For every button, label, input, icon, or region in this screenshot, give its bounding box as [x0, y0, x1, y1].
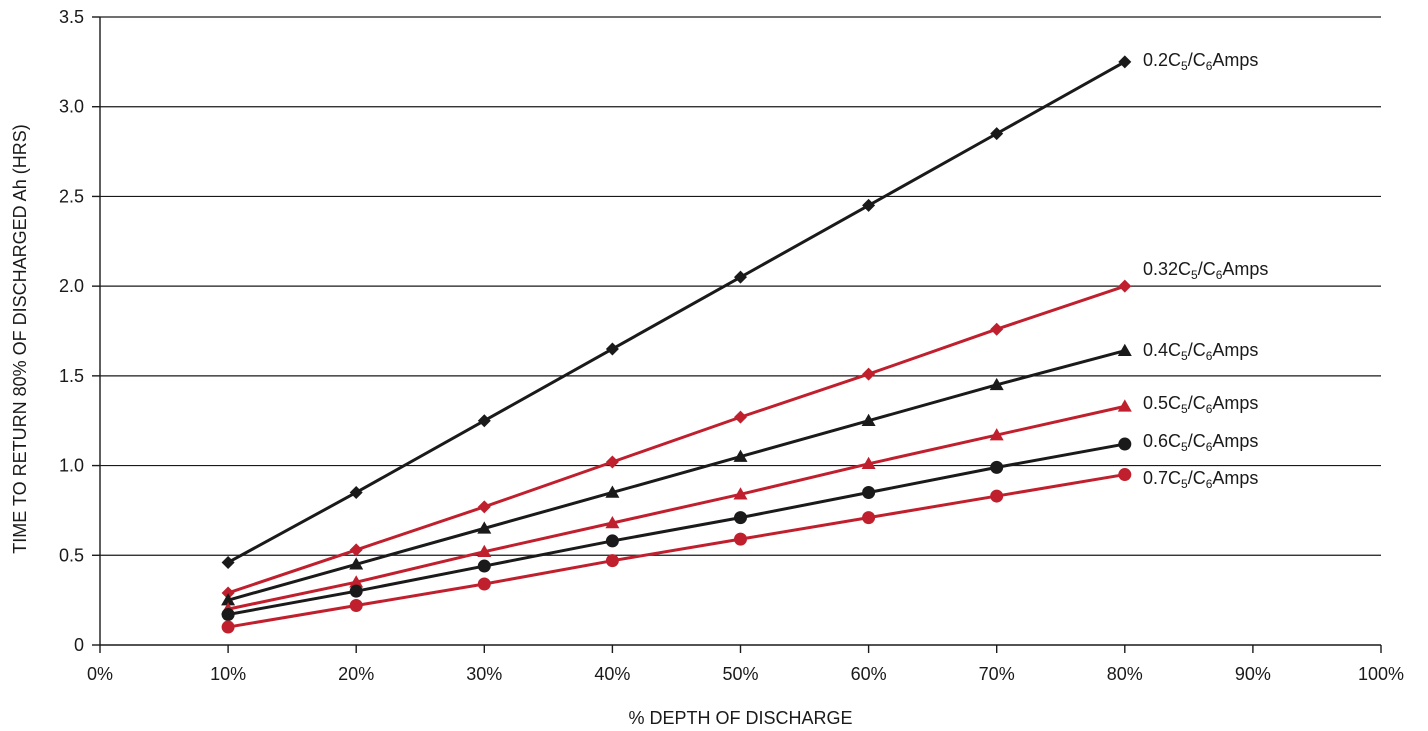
x-tick-label: 80% [1107, 664, 1143, 684]
data-point [990, 127, 1004, 141]
y-tick-label: 3.0 [59, 97, 84, 117]
series-group [221, 468, 1132, 634]
series-group [221, 279, 1132, 600]
series-label: 0.5C5/C6Amps [1143, 393, 1258, 416]
data-point [605, 515, 620, 529]
data-point [221, 586, 235, 600]
data-point [1118, 468, 1132, 482]
data-point [734, 532, 747, 546]
x-tick-label: 100% [1358, 664, 1404, 684]
data-point [477, 521, 492, 534]
data-point [1118, 279, 1132, 293]
y-tick-label: 1.5 [59, 366, 84, 386]
axes [92, 16, 1382, 653]
data-point [989, 377, 1004, 391]
x-tick-label: 0% [87, 664, 113, 684]
data-point [1118, 437, 1132, 451]
data-point [221, 593, 236, 606]
series-line [227, 60, 1126, 564]
x-tick-label: 30% [466, 664, 502, 684]
series-label: 0.4C5/C6Amps [1143, 340, 1258, 363]
series-group [221, 55, 1132, 569]
data-point [861, 413, 876, 426]
data-point [733, 487, 748, 500]
series-group [221, 399, 1132, 615]
series-label: 0.7C5/C6Amps [1143, 468, 1258, 491]
series-line [227, 404, 1126, 611]
y-tick-label: 2.0 [59, 276, 84, 296]
data-point [477, 544, 492, 557]
x-tick-label: 20% [338, 664, 374, 684]
data-point [477, 500, 491, 514]
series-line [227, 442, 1126, 616]
data-point [605, 342, 619, 356]
data-point [990, 489, 1004, 503]
x-tick-label: 10% [210, 664, 246, 684]
data-point [862, 511, 876, 525]
data-point [349, 485, 363, 499]
data-point [349, 543, 363, 557]
data-point [862, 198, 876, 212]
x-tick-label: 90% [1235, 664, 1271, 684]
data-point [477, 559, 491, 573]
x-tick-label: 60% [851, 664, 887, 684]
data-point [734, 410, 747, 424]
data-point [477, 577, 491, 591]
data-point [1118, 55, 1132, 69]
data-point [349, 599, 363, 613]
series-label: 0.32C5/C6Amps [1143, 259, 1268, 282]
y-tick-label: 3.5 [59, 7, 84, 27]
x-tick-label: 40% [594, 664, 630, 684]
data-point [862, 485, 876, 499]
series-label: 0.2C5/C6Amps [1143, 50, 1258, 73]
series [221, 55, 1132, 634]
data-point [221, 555, 235, 569]
data-point [990, 322, 1004, 336]
data-point [861, 456, 876, 470]
y-tick-label: 0 [74, 635, 84, 655]
y-tick-label: 0.5 [59, 545, 84, 565]
x-axis-title: % DEPTH OF DISCHARGE [628, 708, 852, 728]
data-point [221, 620, 235, 634]
data-point [221, 607, 235, 621]
data-point [605, 485, 620, 498]
y-axis-title: TIME TO RETURN 80% OF DISCHARGED Ah (HRS… [10, 124, 30, 553]
data-point [1117, 343, 1132, 356]
series-label: 0.6C5/C6Amps [1143, 431, 1258, 454]
x-tick-label: 50% [722, 664, 758, 684]
data-point [605, 455, 619, 469]
y-tick-label: 2.5 [59, 186, 84, 206]
series-group [221, 437, 1132, 621]
data-point [989, 428, 1004, 441]
series-group [221, 343, 1132, 606]
data-point [477, 414, 491, 428]
series-line [227, 473, 1126, 629]
x-tick-label: 70% [979, 664, 1015, 684]
y-tick-label: 1.0 [59, 456, 84, 476]
data-point [734, 511, 747, 525]
data-point [349, 557, 364, 570]
gridlines [100, 16, 1381, 556]
data-point [862, 367, 876, 381]
data-point [1117, 399, 1132, 412]
data-point [349, 575, 364, 588]
data-point [605, 554, 619, 568]
series-line [227, 284, 1126, 595]
data-point [734, 270, 747, 284]
data-point [605, 534, 619, 548]
data-point [733, 449, 748, 462]
data-point [990, 460, 1004, 474]
series-labels: 0.2C5/C6Amps 0.32C5/C6Amps 0.4C5/C6Amps 0.5… [1143, 50, 1268, 491]
tick-labels: 0 0.5 1.0 1.5 2.0 2.5 3.0 3.5 0% 10% 20% 30% 40% 50% 6… [59, 7, 1404, 684]
data-point [349, 584, 363, 598]
series-line [227, 349, 1126, 602]
